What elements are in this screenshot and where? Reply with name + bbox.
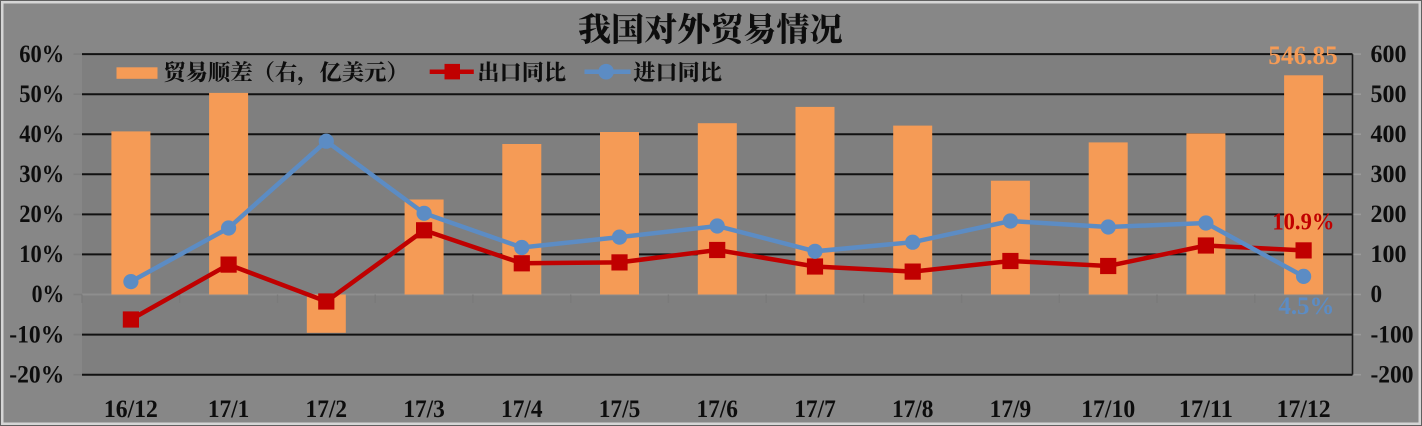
svg-text:17/5: 17/5 (599, 395, 641, 423)
svg-text:17/6: 17/6 (696, 395, 738, 423)
svg-text:500: 500 (1371, 80, 1407, 108)
svg-text:600: 600 (1371, 40, 1407, 68)
svg-text:17/7: 17/7 (794, 395, 836, 423)
svg-text:4.5%: 4.5% (1278, 293, 1334, 320)
svg-text:17/2: 17/2 (306, 395, 348, 423)
svg-text:20%: 20% (19, 200, 64, 228)
svg-text:200: 200 (1371, 200, 1407, 228)
svg-text:400: 400 (1371, 120, 1407, 148)
svg-text:30%: 30% (19, 160, 64, 188)
svg-text:0: 0 (1371, 280, 1383, 308)
svg-text:17/11: 17/11 (1179, 395, 1233, 423)
svg-text:40%: 40% (19, 120, 64, 148)
svg-text:17/12: 17/12 (1277, 395, 1331, 423)
svg-text:300: 300 (1371, 160, 1407, 188)
svg-text:60%: 60% (19, 40, 64, 68)
svg-text:-10%: -10% (9, 320, 64, 348)
svg-text:10.9%: 10.9% (1272, 209, 1334, 236)
svg-text:17/9: 17/9 (990, 395, 1032, 423)
svg-text:-20%: -20% (9, 360, 64, 388)
svg-text:17/1: 17/1 (208, 395, 250, 423)
svg-text:100: 100 (1371, 240, 1407, 268)
svg-text:10%: 10% (19, 240, 64, 268)
svg-text:17/3: 17/3 (403, 395, 445, 423)
svg-text:546.85: 546.85 (1268, 41, 1337, 70)
svg-text:17/4: 17/4 (501, 395, 543, 423)
svg-text:17/10: 17/10 (1081, 395, 1135, 423)
svg-text:50%: 50% (19, 80, 64, 108)
svg-text:-100: -100 (1371, 320, 1414, 348)
svg-text:-200: -200 (1371, 360, 1414, 388)
svg-text:17/8: 17/8 (892, 395, 934, 423)
svg-text:0%: 0% (32, 280, 65, 308)
svg-text:16/12: 16/12 (104, 395, 158, 423)
